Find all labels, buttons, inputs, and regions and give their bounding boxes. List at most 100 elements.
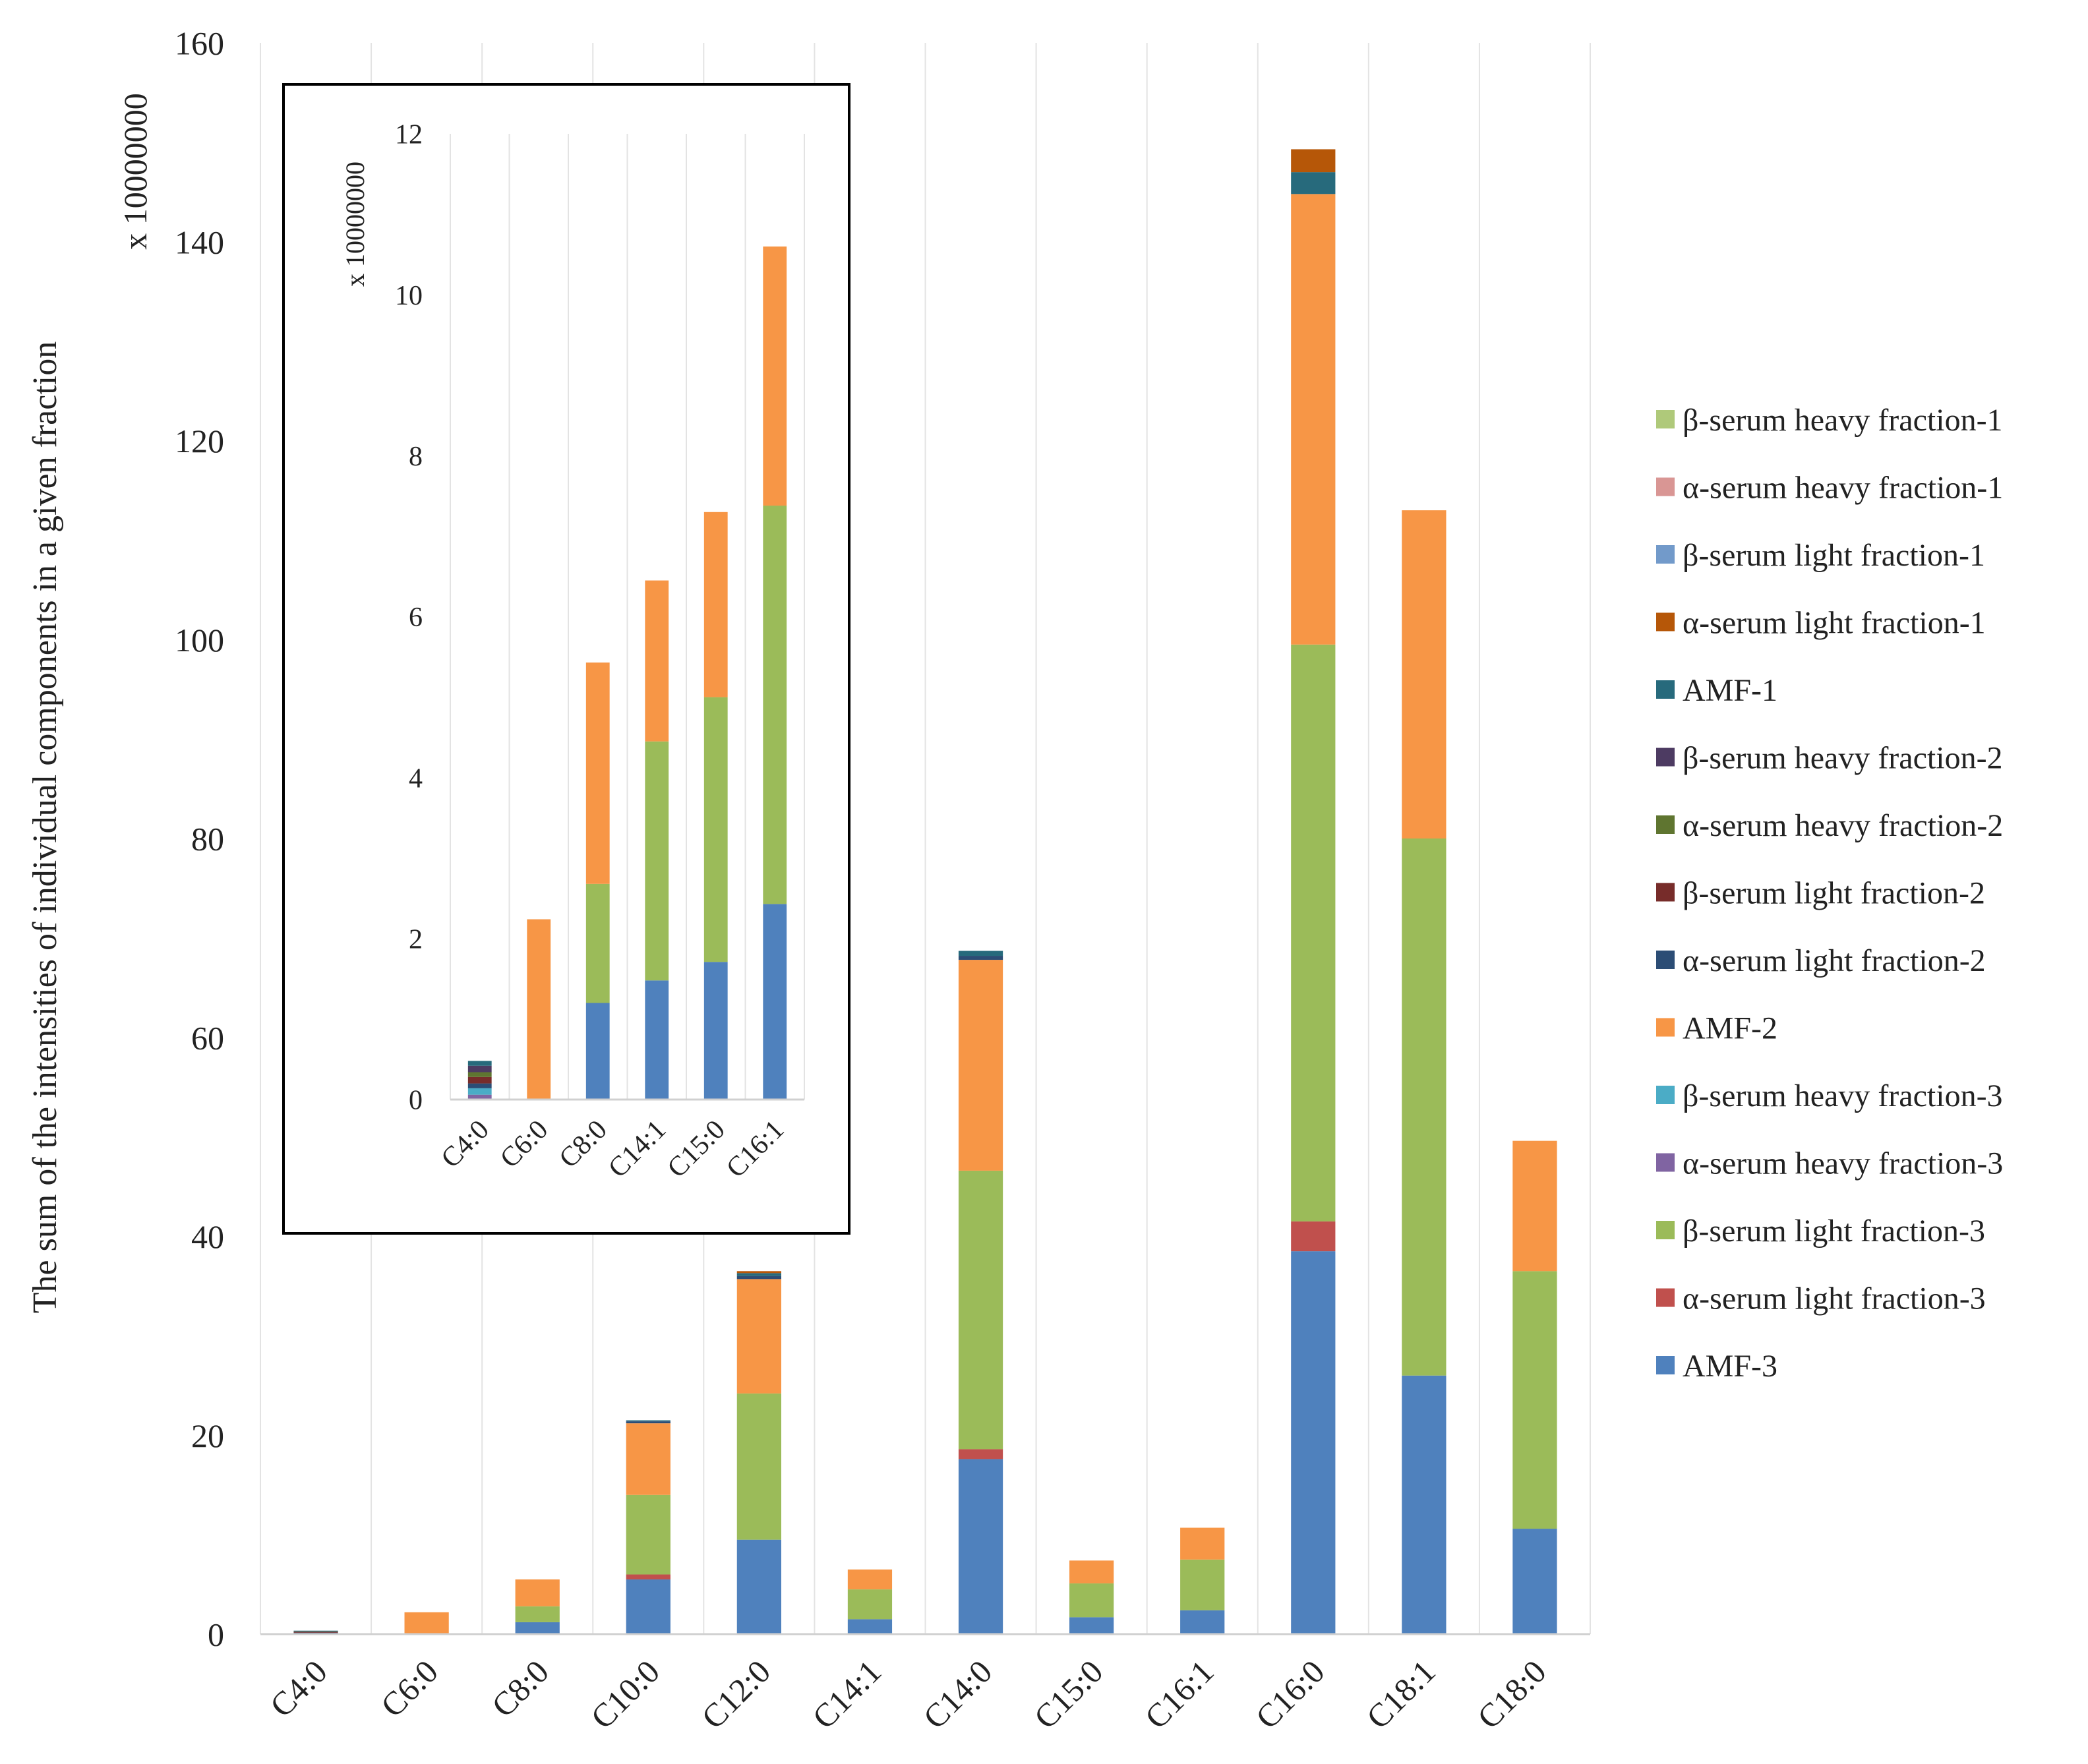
inset-gridlines (450, 134, 805, 1100)
main-bar-segment-amf-2 (1291, 194, 1336, 645)
main-y-tick-label: 120 (175, 423, 224, 459)
main-bar-segment-amf-1 (626, 1420, 671, 1422)
legend-swatch (1656, 410, 1675, 428)
main-x-tick-label: C18:0 (1470, 1653, 1553, 1736)
main-x-tick-label: C18:1 (1359, 1653, 1443, 1736)
main-x-tick-label: C16:0 (1249, 1653, 1332, 1736)
main-bar-segment--serum-light-fraction-2 (736, 1276, 781, 1279)
main-y-tick-label: 160 (175, 25, 224, 62)
inset-bar-segment-amf-3 (645, 980, 669, 1100)
main-bar-segment-amf-2 (1402, 510, 1447, 838)
inset-bar-segment-amf-2 (763, 246, 787, 506)
main-bar-segment-amf-3 (1291, 1251, 1336, 1634)
inset-y-tick-label: 0 (409, 1086, 423, 1116)
main-bar-segment--serum-light-fraction-3 (1069, 1583, 1114, 1618)
legend-label: β-serum heavy fraction-1 (1683, 403, 2003, 438)
legend-label: β-serum heavy fraction-2 (1683, 741, 2003, 776)
inset-bar-segment-amf-3 (585, 1003, 610, 1100)
main-y-tick-label: 140 (175, 223, 224, 260)
legend-swatch (1656, 680, 1675, 699)
main-bar-segment-amf-2 (1069, 1560, 1114, 1584)
legend-label: α-serum light fraction-1 (1683, 606, 1986, 641)
legend-swatch (1656, 1153, 1675, 1172)
main-bar-segment--serum-light-fraction-3 (1291, 1221, 1336, 1252)
inset-bars (467, 246, 787, 1100)
inset-bar-segment--serum-heavy-fraction-2 (467, 1065, 492, 1073)
legend-swatch (1656, 545, 1675, 564)
legend-label: α-serum heavy fraction-3 (1683, 1146, 2003, 1181)
legend-label: AMF-1 (1683, 673, 1777, 708)
main-bar-segment-amf-1 (736, 1273, 781, 1276)
legend-label: β-serum light fraction-3 (1683, 1214, 1985, 1249)
main-bar-segment--serum-light-fraction-3 (1180, 1559, 1225, 1610)
legend-swatch (1656, 883, 1675, 902)
inset-y-tick-label: 6 (409, 603, 423, 633)
main-y-tick-label: 80 (191, 821, 224, 858)
legend-swatch (1656, 612, 1675, 632)
main-x-tick-label: C10:0 (583, 1653, 667, 1736)
main-bars (293, 149, 1557, 1634)
y-axis-unit: x 10000000 (117, 93, 154, 250)
main-bar-segment--serum-light-fraction-3 (626, 1494, 671, 1575)
inset-y-axis-unit: x 10000000 (340, 162, 370, 287)
legend-label: β-serum light fraction-2 (1683, 876, 1985, 911)
inset-y-tick-label: 2 (409, 925, 423, 955)
inset-y-tick-label: 10 (395, 281, 423, 311)
main-x-tick-label: C16:1 (1137, 1653, 1220, 1736)
main-x-tick-label: C6:0 (374, 1653, 445, 1724)
inset-bar-segment--serum-light-fraction-3 (703, 697, 728, 962)
inset-bar-segment--serum-light-fraction-3 (645, 741, 669, 981)
main-bar-segment-amf-2 (958, 960, 1003, 1171)
main-bar-segment-amf-1 (958, 951, 1003, 956)
main-x-tick-label: C8:0 (485, 1653, 556, 1724)
legend-label: β-serum light fraction-1 (1683, 538, 1985, 573)
main-bar-segment-amf-2 (404, 1612, 449, 1634)
main-bar-segment-amf-3 (626, 1579, 671, 1634)
inset-bar-segment--serum-light-fraction-3 (585, 883, 610, 1003)
inset-bar-segment-amf-2 (645, 580, 669, 742)
main-y-tick-label: 40 (191, 1218, 224, 1255)
main-bar-segment--serum-light-fraction-3 (1291, 644, 1336, 1221)
main-bar-segment-amf-2 (515, 1579, 560, 1606)
main-y-tick-label: 0 (208, 1616, 224, 1653)
legend-label: AMF-2 (1683, 1011, 1777, 1046)
main-x-tick-label: C14:0 (916, 1653, 999, 1736)
y-axis-label: The sum of the intensities of individual… (26, 341, 64, 1313)
main-bar-segment-amf-3 (1402, 1375, 1447, 1634)
main-bar-segment--serum-light-fraction-3 (1512, 1271, 1557, 1529)
inset-bar-segment--serum-heavy-fraction-2 (467, 1072, 492, 1077)
main-bar-segment-amf-3 (1180, 1610, 1225, 1634)
main-bar-segment--serum-light-fraction-3 (626, 1574, 671, 1580)
main-bar-segment--serum-light-fraction-3 (736, 1393, 781, 1540)
legend-swatch (1656, 1221, 1675, 1239)
main-bar-segment--serum-light-fraction-1 (1291, 149, 1336, 173)
inset-bar-segment--serum-light-fraction-2 (467, 1083, 492, 1088)
legend: β-serum heavy fraction-1 α-serum heavy fr… (1656, 403, 2003, 1384)
inset-bar-segment--serum-heavy-fraction-3 (467, 1094, 492, 1100)
main-bar-segment-amf-3 (1069, 1617, 1114, 1634)
inset-y-tick-label: 8 (409, 442, 423, 472)
main-bar-segment-amf-2 (847, 1569, 893, 1590)
inset-bar-segment-amf-2 (585, 662, 610, 884)
inset-bar-segment-amf-1 (467, 1061, 492, 1066)
legend-label: AMF-3 (1683, 1349, 1777, 1384)
legend-label: α-serum heavy fraction-1 (1683, 471, 2003, 506)
main-x-tick-label: C15:0 (1027, 1653, 1110, 1736)
legend-swatch (1656, 815, 1675, 834)
main-y-tick-label: 60 (191, 1019, 224, 1056)
inset-bar-segment--serum-heavy-fraction-3 (467, 1088, 492, 1095)
main-bar-segment--serum-light-fraction-3 (958, 1170, 1003, 1450)
legend-label: β-serum heavy fraction-3 (1683, 1078, 2003, 1113)
main-bar-segment--serum-light-fraction-1 (736, 1271, 781, 1274)
inset-bar-segment-amf-3 (763, 904, 787, 1100)
main-bar-segment--serum-light-fraction-3 (847, 1589, 893, 1620)
main-bar-segment--serum-light-fraction-2 (626, 1421, 671, 1424)
main-bar-segment-amf-3 (847, 1619, 893, 1634)
main-y-tick-label: 20 (191, 1417, 224, 1454)
main-bar-segment-amf-1 (1291, 172, 1336, 194)
main-bar-segment-amf-3 (515, 1622, 560, 1634)
legend-swatch (1656, 1288, 1675, 1307)
legend-swatch (1656, 1018, 1675, 1037)
inset-bar-segment-amf-2 (703, 512, 728, 697)
